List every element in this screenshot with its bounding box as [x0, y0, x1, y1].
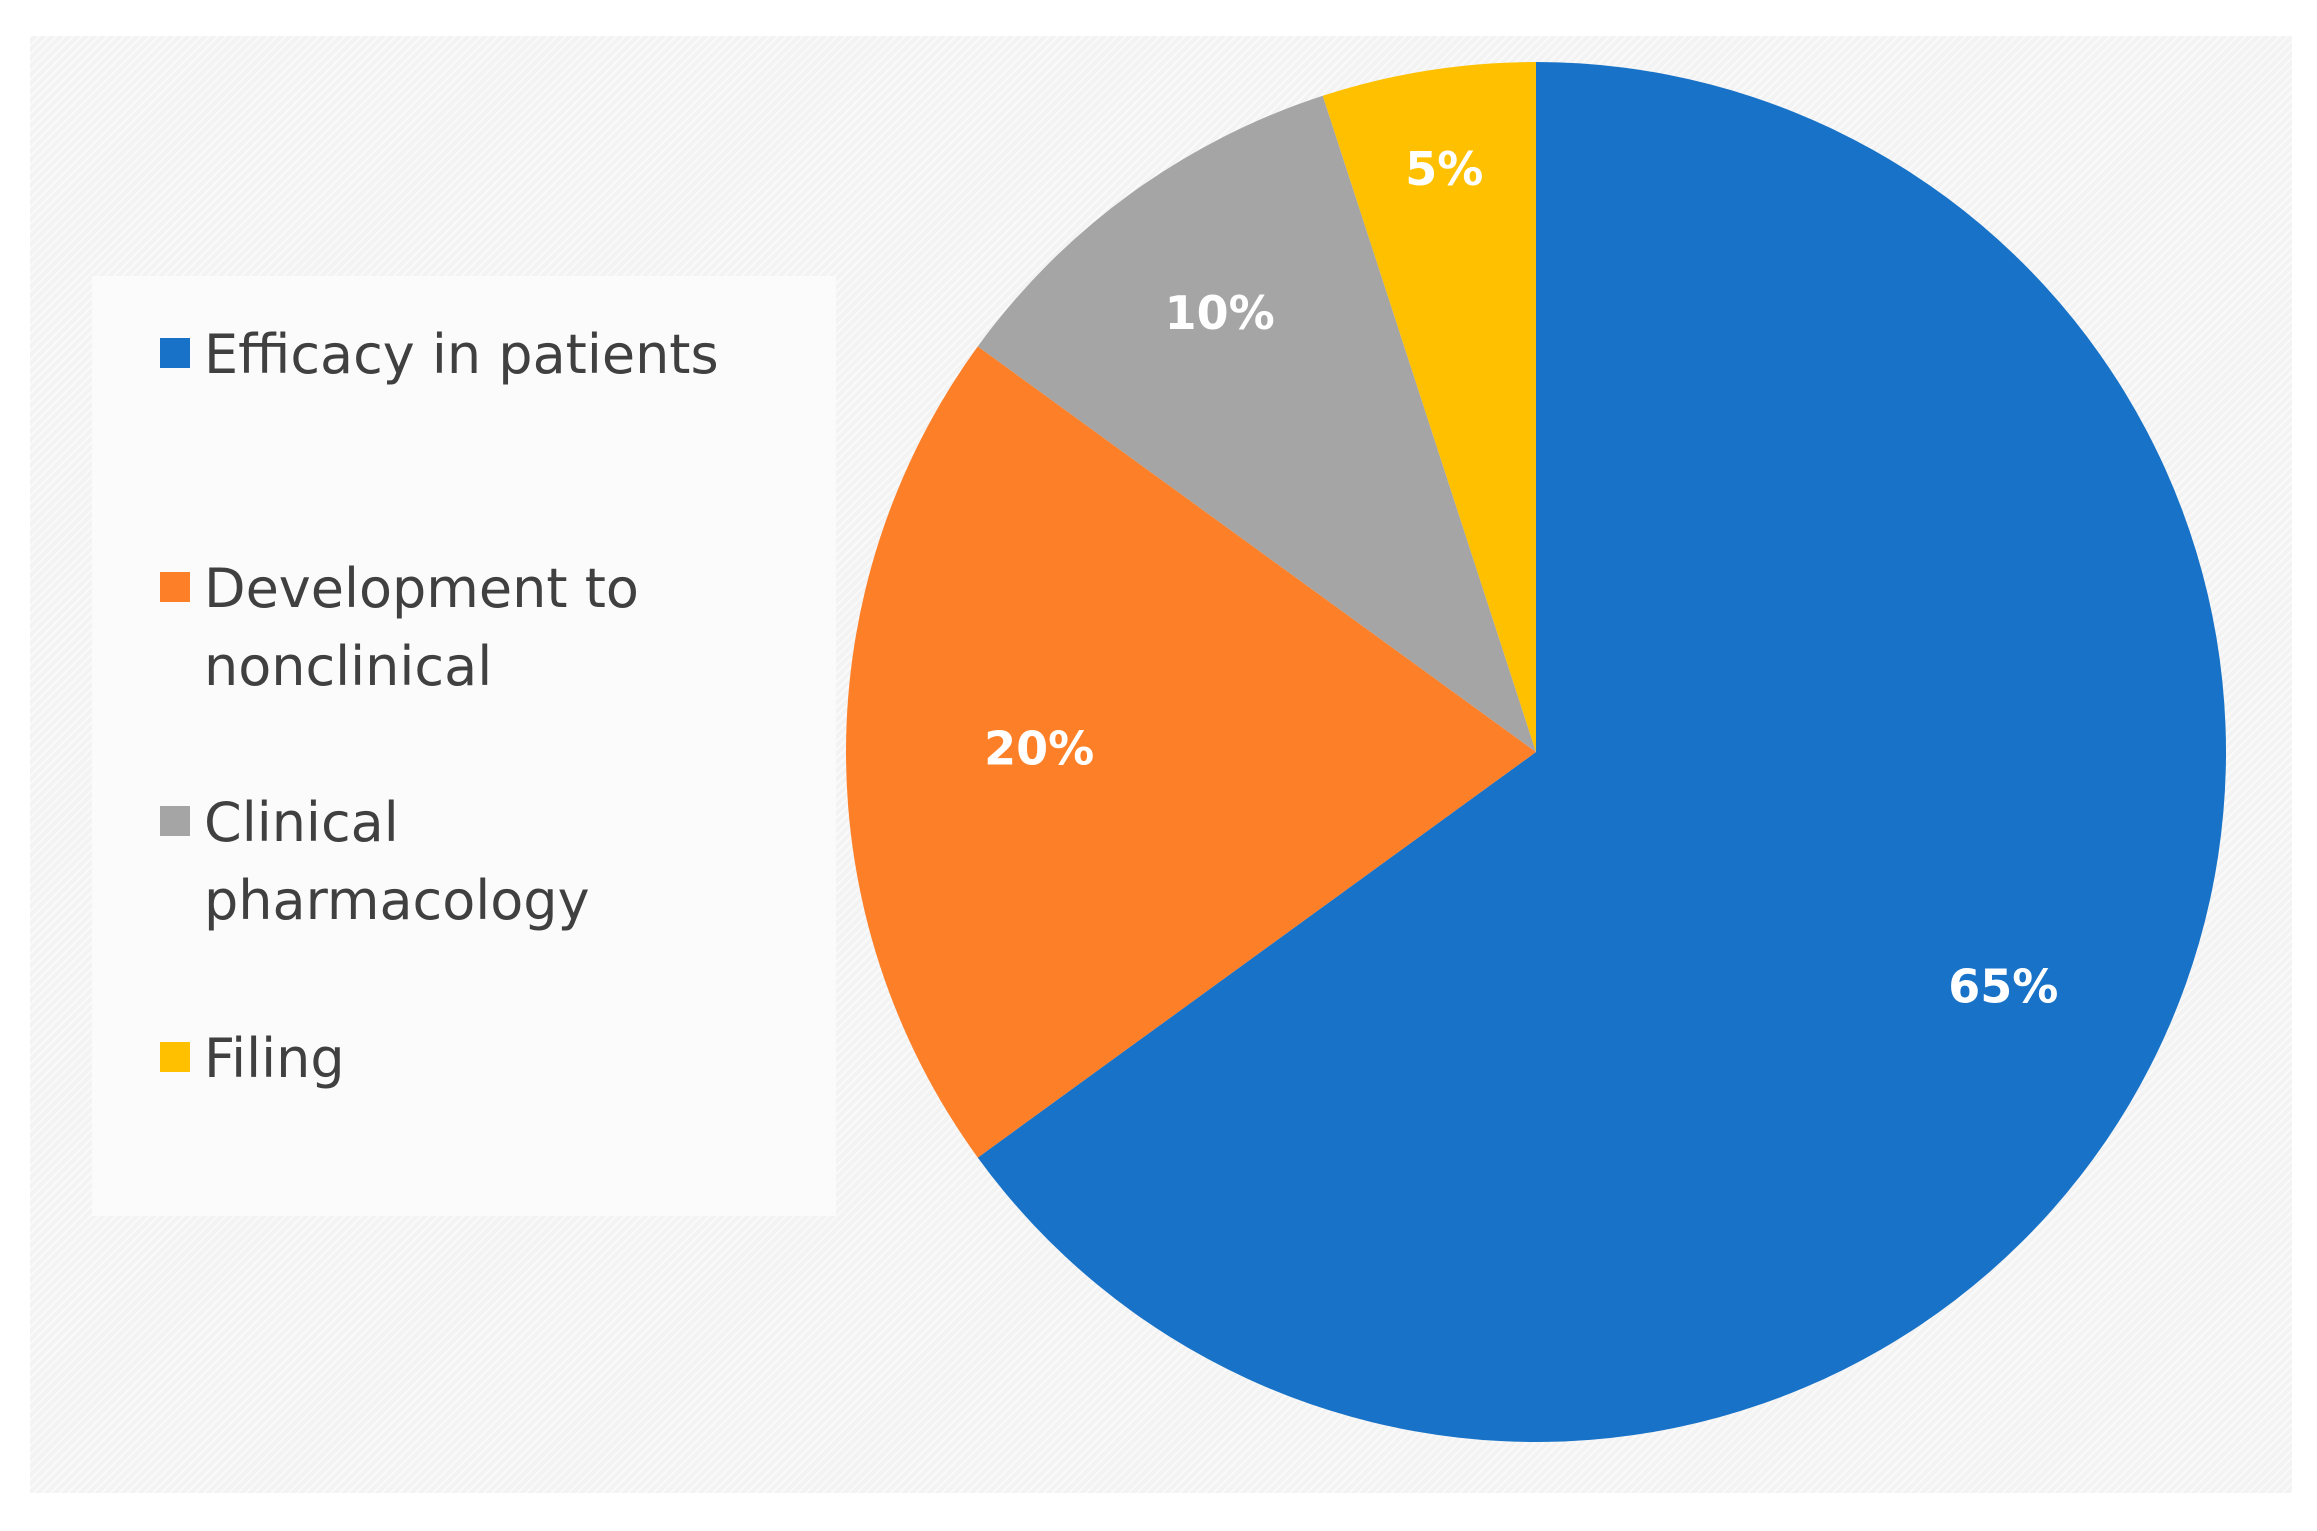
legend-swatch-efficacy	[160, 338, 190, 368]
data-label-filing: 5%	[1405, 142, 1483, 196]
pie-slice-filing	[1322, 62, 1536, 752]
legend-swatch-development	[160, 572, 190, 602]
pie-slice-clinical-pharmacology	[977, 95, 1536, 753]
legend-label-filing: Filing	[204, 1027, 345, 1090]
legend-label-clinical-pharmacology: Clinical pharmacology	[204, 791, 590, 932]
legend-swatch-clinical-pharmacology	[160, 806, 190, 836]
legend: Efficacy in patients Development to nonc…	[92, 276, 836, 1216]
legend-item-efficacy: Efficacy in patients	[160, 316, 794, 394]
data-label-development: 20%	[984, 722, 1094, 776]
legend-item-filing: Filing	[160, 1020, 794, 1098]
pie-slice-development	[846, 346, 1536, 1158]
legend-label-development: Development to nonclinical	[204, 557, 639, 698]
data-label-clinical-pharmacology: 10%	[1165, 286, 1275, 340]
legend-label-efficacy: Efficacy in patients	[204, 323, 719, 386]
legend-swatch-filing	[160, 1042, 190, 1072]
data-label-efficacy: 65%	[1948, 960, 2058, 1014]
legend-item-development: Development to nonclinical	[160, 550, 794, 706]
legend-item-clinical-pharmacology: Clinical pharmacology	[160, 784, 794, 940]
pie-slice-efficacy	[977, 62, 2227, 1442]
